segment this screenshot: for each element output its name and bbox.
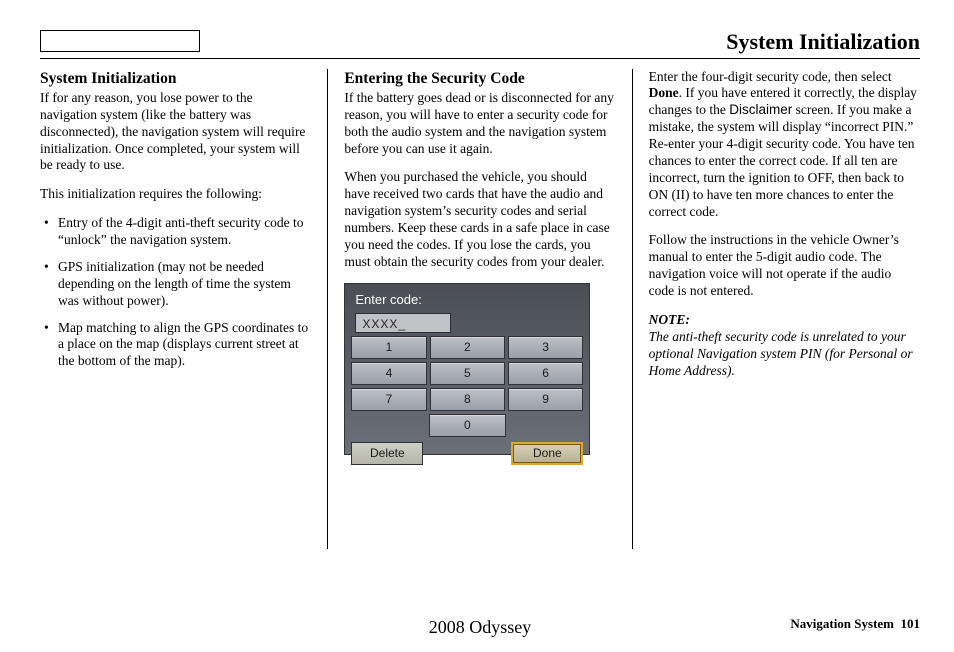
keypad-key-6[interactable]: 6 — [508, 362, 583, 385]
keypad-key-8[interactable]: 8 — [430, 388, 505, 411]
keypad-key-2[interactable]: 2 — [430, 336, 505, 359]
col1-heading: System Initialization — [40, 69, 311, 88]
keypad-key-4[interactable]: 4 — [351, 362, 426, 385]
keypad-done-button[interactable]: Done — [511, 442, 583, 465]
bullet-item: Map matching to align the GPS coordinate… — [44, 320, 311, 371]
keypad-key-5[interactable]: 5 — [430, 362, 505, 385]
disclaimer-word: Disclaimer — [729, 102, 792, 117]
keypad-key-3[interactable]: 3 — [508, 336, 583, 359]
column-3: Enter the four-digit security code, then… — [649, 69, 920, 549]
page-title: System Initialization — [726, 28, 920, 56]
column-divider — [632, 69, 633, 549]
keypad-delete-button[interactable]: Delete — [351, 442, 423, 465]
page-footer: 2008 Odyssey Navigation System 101 — [40, 616, 920, 632]
keypad-prompt: Enter code: — [351, 290, 426, 310]
keypad-key-9[interactable]: 9 — [508, 388, 583, 411]
security-code-keypad: Enter code: XXXX_ 1 2 3 4 5 6 7 8 — [344, 283, 590, 455]
col1-p1: If for any reason, you lose power to the… — [40, 90, 311, 174]
done-bold: Done — [649, 85, 679, 100]
note-label: NOTE: — [649, 312, 690, 327]
col3-p2: Follow the instructions in the vehicle O… — [649, 232, 920, 300]
keypad-display: XXXX_ — [355, 313, 451, 333]
header-empty-box — [40, 30, 200, 52]
note-block: NOTE: The anti-theft security code is un… — [649, 312, 920, 380]
footer-model-year: 2008 Odyssey — [429, 616, 532, 639]
keypad-key-1[interactable]: 1 — [351, 336, 426, 359]
keypad-key-0[interactable]: 0 — [429, 414, 506, 437]
column-divider — [327, 69, 328, 549]
column-1: System Initialization If for any reason,… — [40, 69, 311, 549]
bullet-item: Entry of the 4-digit anti-theft security… — [44, 215, 311, 249]
col3-p1: Enter the four-digit security code, then… — [649, 69, 920, 221]
keypad-key-7[interactable]: 7 — [351, 388, 426, 411]
col2-p2: When you purchased the vehicle, you shou… — [344, 169, 615, 270]
col2-p1: If the battery goes dead or is disconnec… — [344, 90, 615, 158]
col1-p2: This initialization requires the followi… — [40, 186, 311, 203]
col2-heading: Entering the Security Code — [344, 69, 615, 88]
footer-page-ref: Navigation System 101 — [790, 616, 920, 632]
note-text: The anti-theft security code is unrelate… — [649, 329, 913, 378]
header-bar: System Initialization — [40, 28, 920, 59]
bullet-item: GPS initialization (may not be needed de… — [44, 259, 311, 310]
col1-bullets: Entry of the 4-digit anti-theft security… — [40, 215, 311, 370]
column-2: Entering the Security Code If the batter… — [344, 69, 615, 549]
